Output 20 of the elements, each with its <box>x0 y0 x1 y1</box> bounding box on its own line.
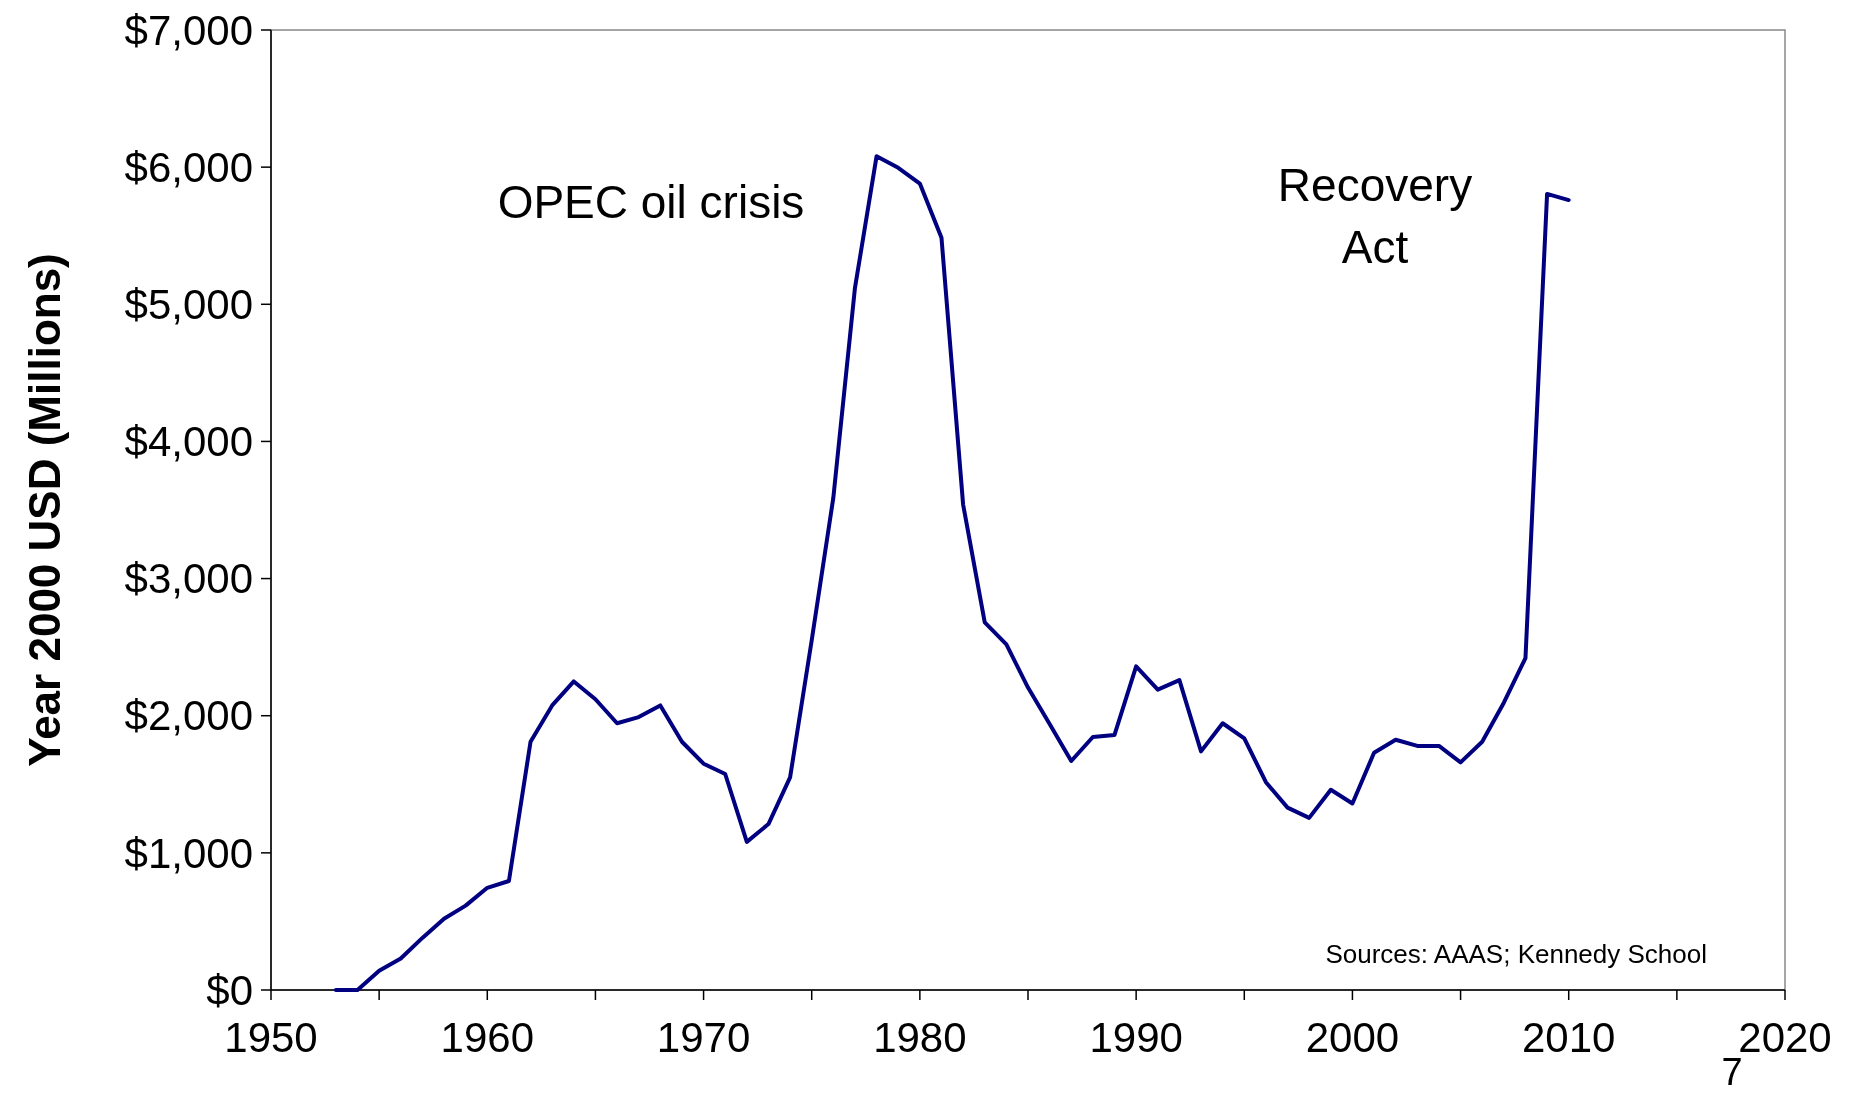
annotation: Sources: AAAS; Kennedy School <box>1325 939 1707 969</box>
x-tick-label: 1960 <box>440 1014 534 1061</box>
x-tick-label: 1990 <box>1089 1014 1183 1061</box>
y-tick-label: $4,000 <box>124 418 253 466</box>
annotation: Recovery Act <box>1277 159 1473 273</box>
x-tick-label: 1950 <box>224 1014 318 1061</box>
x-tick-label: 2010 <box>1522 1014 1616 1061</box>
text: 7 <box>1721 1051 1743 1093</box>
x-tick-label: 1980 <box>873 1014 967 1061</box>
y-tick-label: $1,000 <box>124 829 253 877</box>
y-tick-label: $0 <box>206 966 253 1014</box>
y-tick-label: $5,000 <box>124 280 253 328</box>
y-axis-title: Year 2000 USD (Millions) <box>20 253 69 767</box>
y-tick-label: $7,000 <box>124 6 253 54</box>
x-tick-label: 2000 <box>1305 1014 1400 1061</box>
x-tick-label: 1970 <box>656 1014 751 1061</box>
y-tick-label: $2,000 <box>124 692 253 740</box>
annotation: OPEC oil crisis <box>497 176 805 228</box>
y-tick-label: $6,000 <box>124 143 253 191</box>
y-tick-label: $3,000 <box>124 555 253 603</box>
